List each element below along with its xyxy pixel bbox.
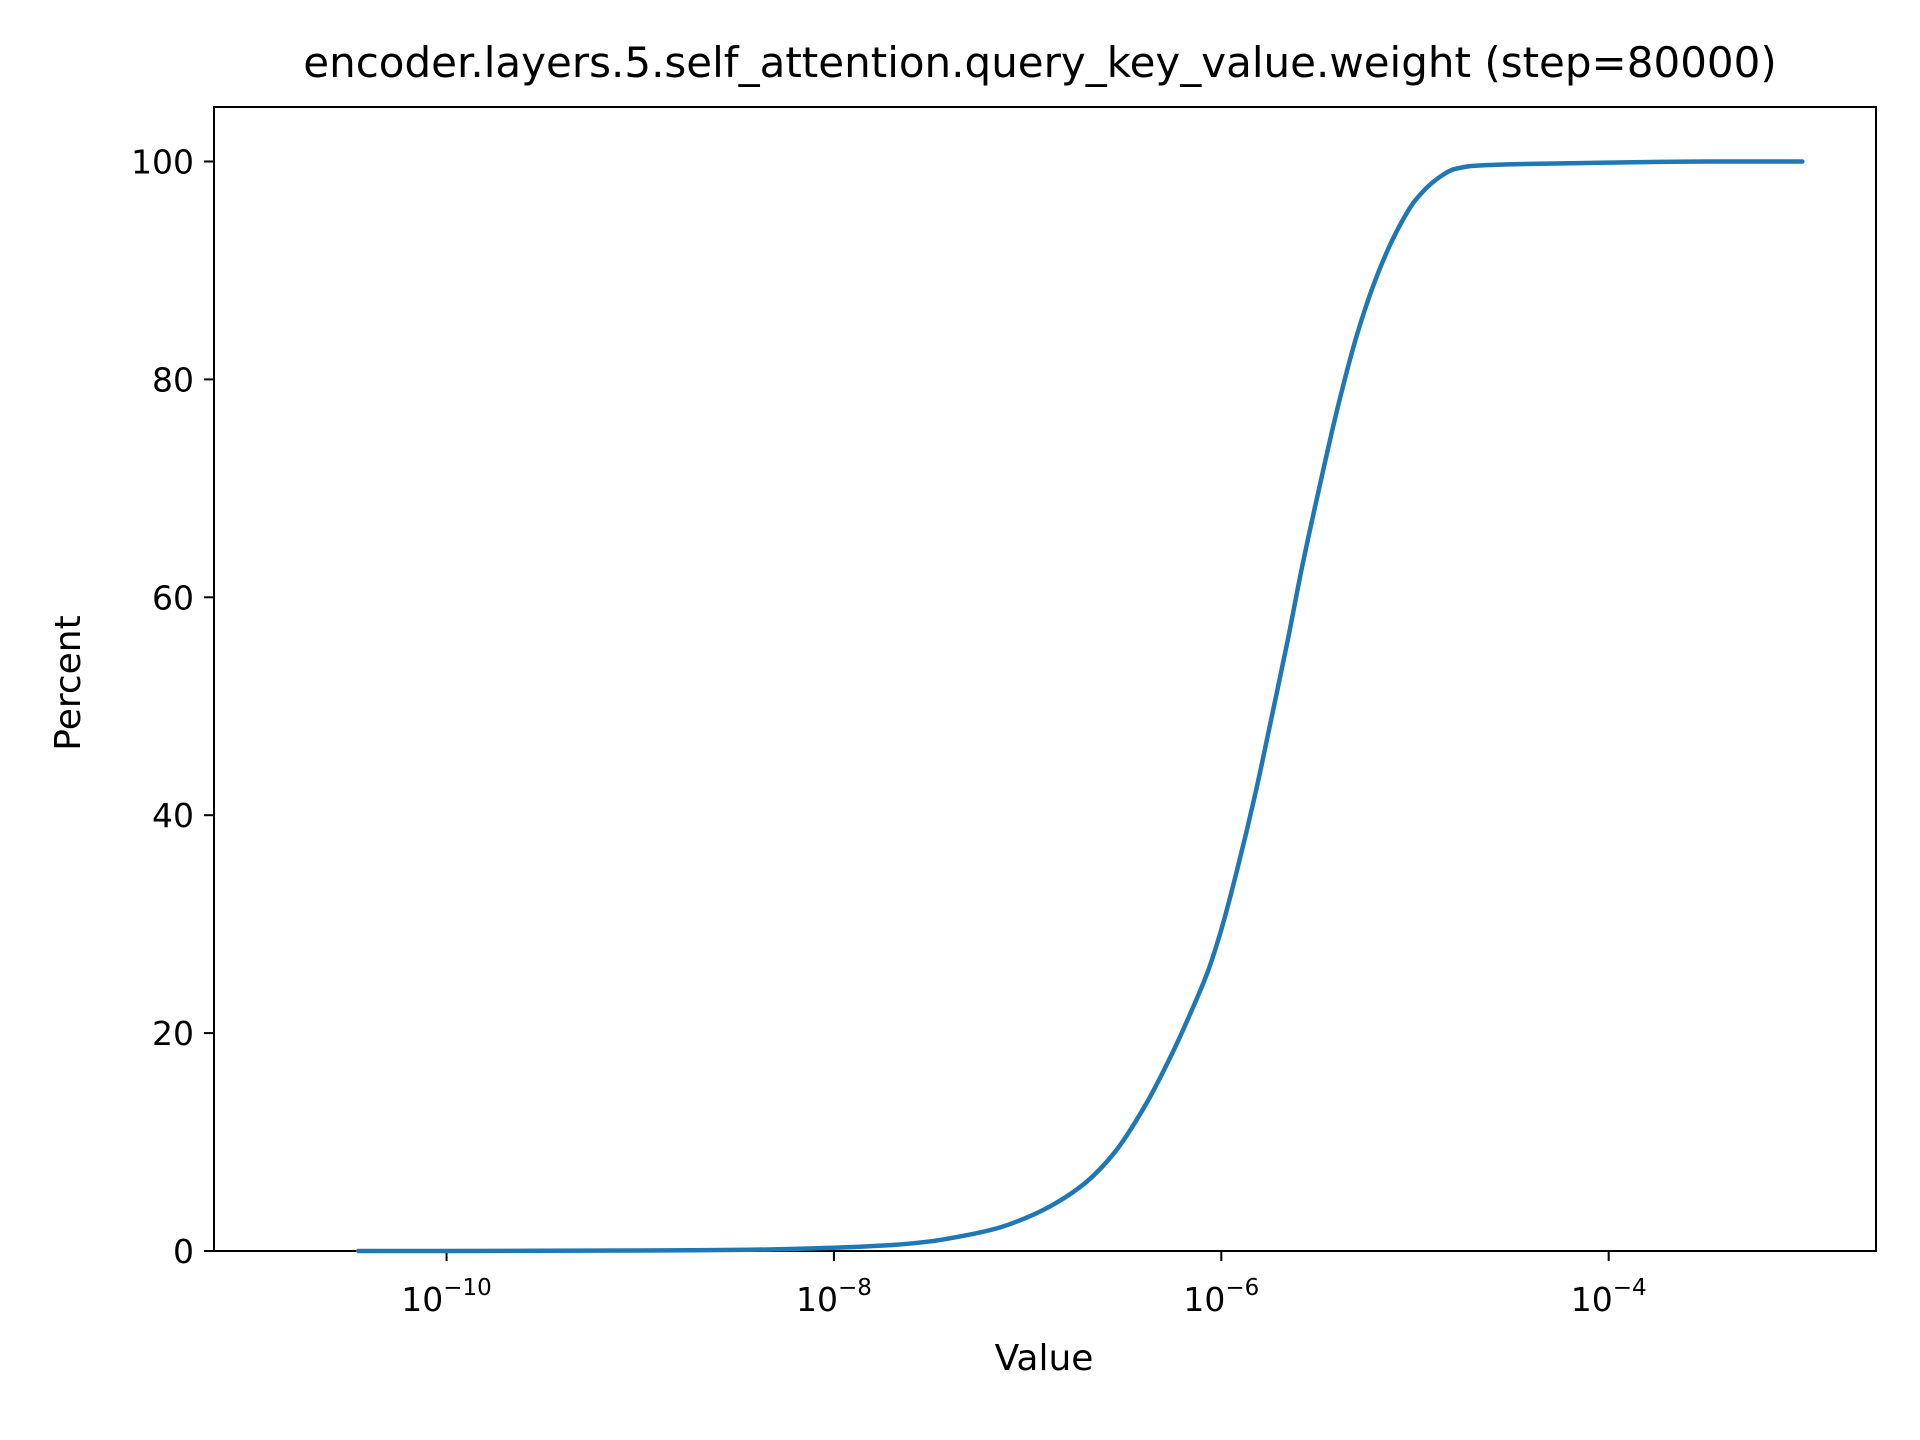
series-line-0: [355, 159, 1805, 1254]
x-tick-base-1: 10: [796, 1280, 838, 1319]
x-tick-exponent-3: −4: [1613, 1275, 1647, 1301]
x-tick-base-2: 10: [1183, 1280, 1225, 1319]
plot-frame: [213, 106, 1877, 1252]
chart-title: encoder.layers.5.self_attention.query_ke…: [303, 38, 1777, 87]
x-axis-label: Value: [995, 1338, 1094, 1379]
y-tick-label-5: 100: [131, 142, 194, 181]
x-tick-label-3: 10−4: [1571, 1275, 1647, 1319]
x-tick-base-3: 10: [1571, 1280, 1613, 1319]
x-axis: 10−10 10−8 10−6 10−4: [401, 1251, 1647, 1319]
x-tick-exponent-2: −6: [1225, 1275, 1259, 1301]
y-axis-label: Percent: [48, 615, 89, 750]
x-tick-label-2: 10−6: [1183, 1275, 1259, 1319]
y-tick-label-2: 40: [152, 796, 194, 835]
x-tick-label-1: 10−8: [796, 1275, 872, 1319]
y-tick-label-4: 80: [152, 360, 194, 399]
y-axis: 0 20 40 60 80 100: [131, 142, 214, 1271]
x-tick-label-0: 10−10: [401, 1275, 492, 1319]
x-tick-exponent-0: −10: [443, 1275, 492, 1301]
x-tick-base-0: 10: [401, 1280, 443, 1319]
y-tick-label-0: 0: [173, 1232, 194, 1271]
x-tick-exponent-1: −8: [838, 1275, 872, 1301]
y-tick-label-1: 20: [152, 1014, 194, 1053]
y-tick-label-3: 60: [152, 578, 194, 617]
